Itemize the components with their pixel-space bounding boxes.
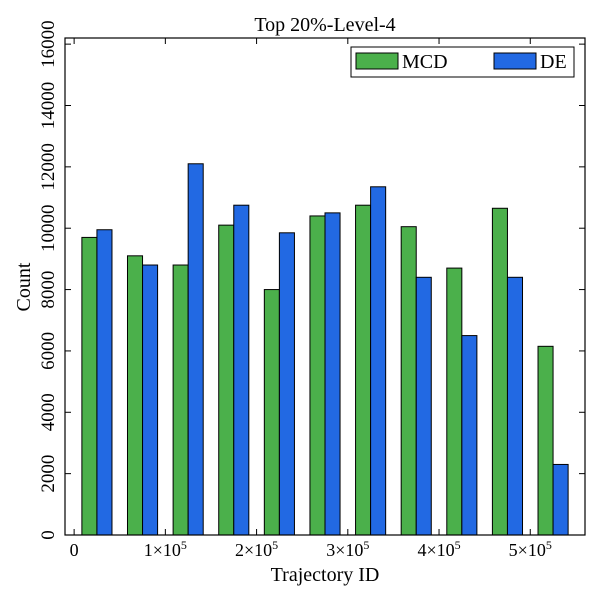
x-tick-label: 3×105 bbox=[326, 538, 369, 560]
y-tick-label: 16000 bbox=[38, 20, 59, 68]
y-axis-label: Count bbox=[13, 262, 35, 311]
bar-mcd-9 bbox=[491, 207, 508, 536]
bar-mcd-1 bbox=[126, 255, 144, 536]
y-tick-label: 14000 bbox=[38, 82, 59, 129]
bar-de-0 bbox=[96, 229, 113, 536]
bar-de-9 bbox=[506, 276, 524, 536]
y-tick-label: 2000 bbox=[38, 455, 59, 493]
bar-de-5 bbox=[324, 212, 341, 536]
legend-swatch-mcd bbox=[355, 52, 399, 70]
bar-mcd-2 bbox=[172, 264, 189, 536]
x-tick-label: 1×105 bbox=[144, 538, 187, 560]
bar-mcd-8 bbox=[446, 267, 463, 536]
bar-de-1 bbox=[142, 264, 159, 536]
x-tick-label: 4×105 bbox=[417, 538, 460, 560]
bar-de-8 bbox=[461, 335, 478, 536]
x-axis-label: Trajectory ID bbox=[271, 564, 380, 586]
plot-frame bbox=[64, 37, 586, 536]
bar-mcd-0 bbox=[81, 236, 98, 536]
bar-de-4 bbox=[278, 232, 295, 536]
y-tick-label: 0 bbox=[38, 530, 59, 540]
y-tick-label: 6000 bbox=[38, 332, 59, 370]
bar-mcd-7 bbox=[400, 226, 417, 536]
bar-mcd-5 bbox=[309, 215, 326, 536]
legend-label-de: DE bbox=[540, 51, 567, 73]
x-tick-label: 0 bbox=[70, 540, 79, 560]
bar-mcd-6 bbox=[355, 204, 372, 536]
bar-mcd-4 bbox=[263, 289, 280, 536]
bar-de-10 bbox=[552, 463, 569, 536]
x-tick-label: 2×105 bbox=[235, 538, 278, 560]
legend-swatch-de bbox=[493, 52, 537, 70]
legend-label-mcd: MCD bbox=[402, 51, 448, 73]
bar-de-7 bbox=[415, 276, 432, 536]
y-tick-label: 8000 bbox=[38, 271, 59, 309]
y-tick-label: 10000 bbox=[38, 204, 59, 252]
bar-de-6 bbox=[370, 186, 387, 536]
chart-title: Top 20%-Level-4 bbox=[254, 14, 395, 36]
y-tick-label: 12000 bbox=[38, 143, 59, 191]
bar-mcd-10 bbox=[537, 345, 554, 536]
bar-mcd-3 bbox=[218, 224, 235, 536]
x-tick-label: 5×105 bbox=[509, 538, 552, 560]
bar-de-2 bbox=[187, 163, 204, 536]
y-tick-label: 4000 bbox=[38, 393, 59, 431]
bar-de-3 bbox=[233, 204, 250, 536]
